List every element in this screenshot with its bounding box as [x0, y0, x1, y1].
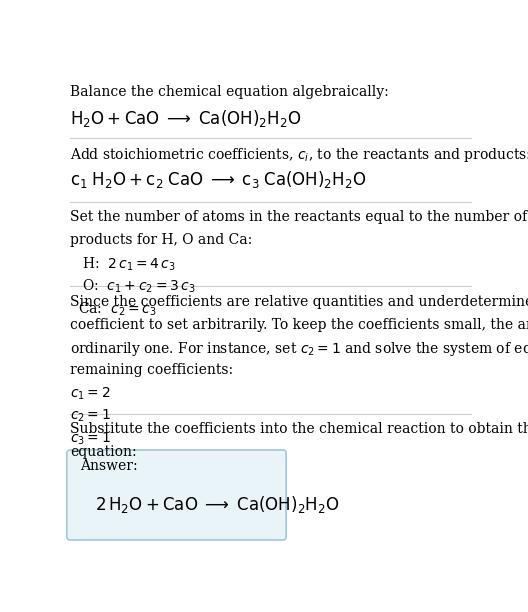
Text: Add stoichiometric coefficients, $c_i$, to the reactants and products:: Add stoichiometric coefficients, $c_i$, … [70, 146, 528, 165]
Text: Since the coefficients are relative quantities and underdetermined, choose a: Since the coefficients are relative quan… [70, 295, 528, 309]
Text: coefficient to set arbitrarily. To keep the coefficients small, the arbitrary va: coefficient to set arbitrarily. To keep … [70, 318, 528, 332]
Text: Answer:: Answer: [80, 460, 138, 474]
Text: ordinarily one. For instance, set $c_2 = 1$ and solve the system of equations fo: ordinarily one. For instance, set $c_2 =… [70, 340, 528, 358]
Text: $c_3 = 1$: $c_3 = 1$ [70, 431, 111, 447]
Text: Ca:  $c_2 = c_3$: Ca: $c_2 = c_3$ [78, 300, 157, 318]
Text: $c_1 = 2$: $c_1 = 2$ [70, 386, 111, 402]
Text: $\mathsf{2\,H_2O + CaO \;\longrightarrow\; Ca(OH)_2H_2O}$: $\mathsf{2\,H_2O + CaO \;\longrightarrow… [95, 494, 340, 515]
Text: Substitute the coefficients into the chemical reaction to obtain the balanced: Substitute the coefficients into the che… [70, 422, 528, 436]
Text: Set the number of atoms in the reactants equal to the number of atoms in the: Set the number of atoms in the reactants… [70, 210, 528, 224]
Text: products for H, O and Ca:: products for H, O and Ca: [70, 233, 252, 247]
Text: $\mathsf{H_2O + CaO \;\longrightarrow\; Ca(OH)_2H_2O}$: $\mathsf{H_2O + CaO \;\longrightarrow\; … [70, 108, 301, 129]
Text: H:  $2\,c_1 = 4\,c_3$: H: $2\,c_1 = 4\,c_3$ [82, 255, 176, 273]
FancyBboxPatch shape [67, 450, 286, 540]
Text: $c_2 = 1$: $c_2 = 1$ [70, 408, 111, 424]
Text: O:  $c_1 + c_2 = 3\,c_3$: O: $c_1 + c_2 = 3\,c_3$ [82, 278, 196, 296]
Text: equation:: equation: [70, 445, 137, 459]
Text: remaining coefficients:: remaining coefficients: [70, 363, 233, 377]
Text: Balance the chemical equation algebraically:: Balance the chemical equation algebraica… [70, 85, 389, 99]
Text: $\mathsf{c_1\; H_2O + c_2\; CaO \;\longrightarrow\; c_3\; Ca(OH)_2H_2O}$: $\mathsf{c_1\; H_2O + c_2\; CaO \;\longr… [70, 169, 366, 190]
